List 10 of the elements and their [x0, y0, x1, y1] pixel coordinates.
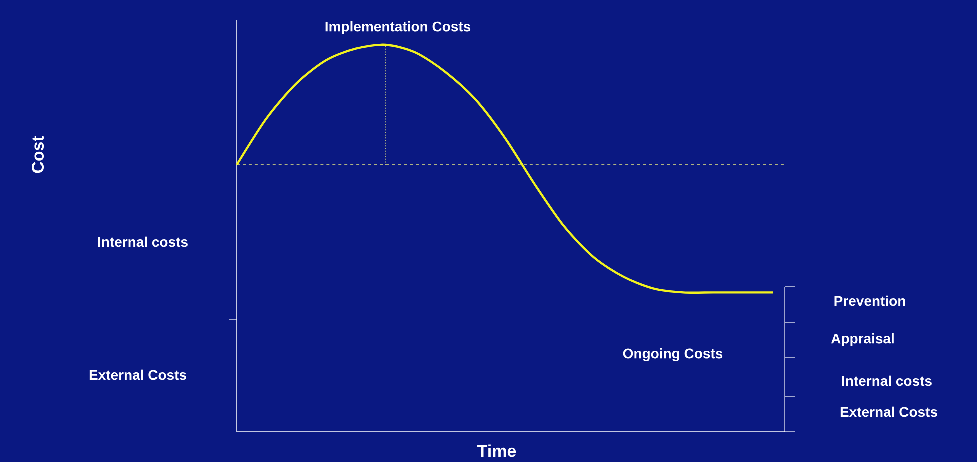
text: Cost	[32, 136, 44, 174]
text: Implementation Costs	[326, 21, 471, 35]
text: External Costs	[840, 406, 938, 418]
text: Appraisal	[831, 333, 894, 347]
text: Prevention	[834, 296, 906, 306]
x-axis-title: Time	[478, 444, 516, 458]
annotation: Ongoing Costs	[623, 348, 723, 362]
text: Internal costs	[98, 236, 188, 248]
text: External Costs	[90, 370, 186, 380]
text: Internal costs	[842, 376, 932, 386]
